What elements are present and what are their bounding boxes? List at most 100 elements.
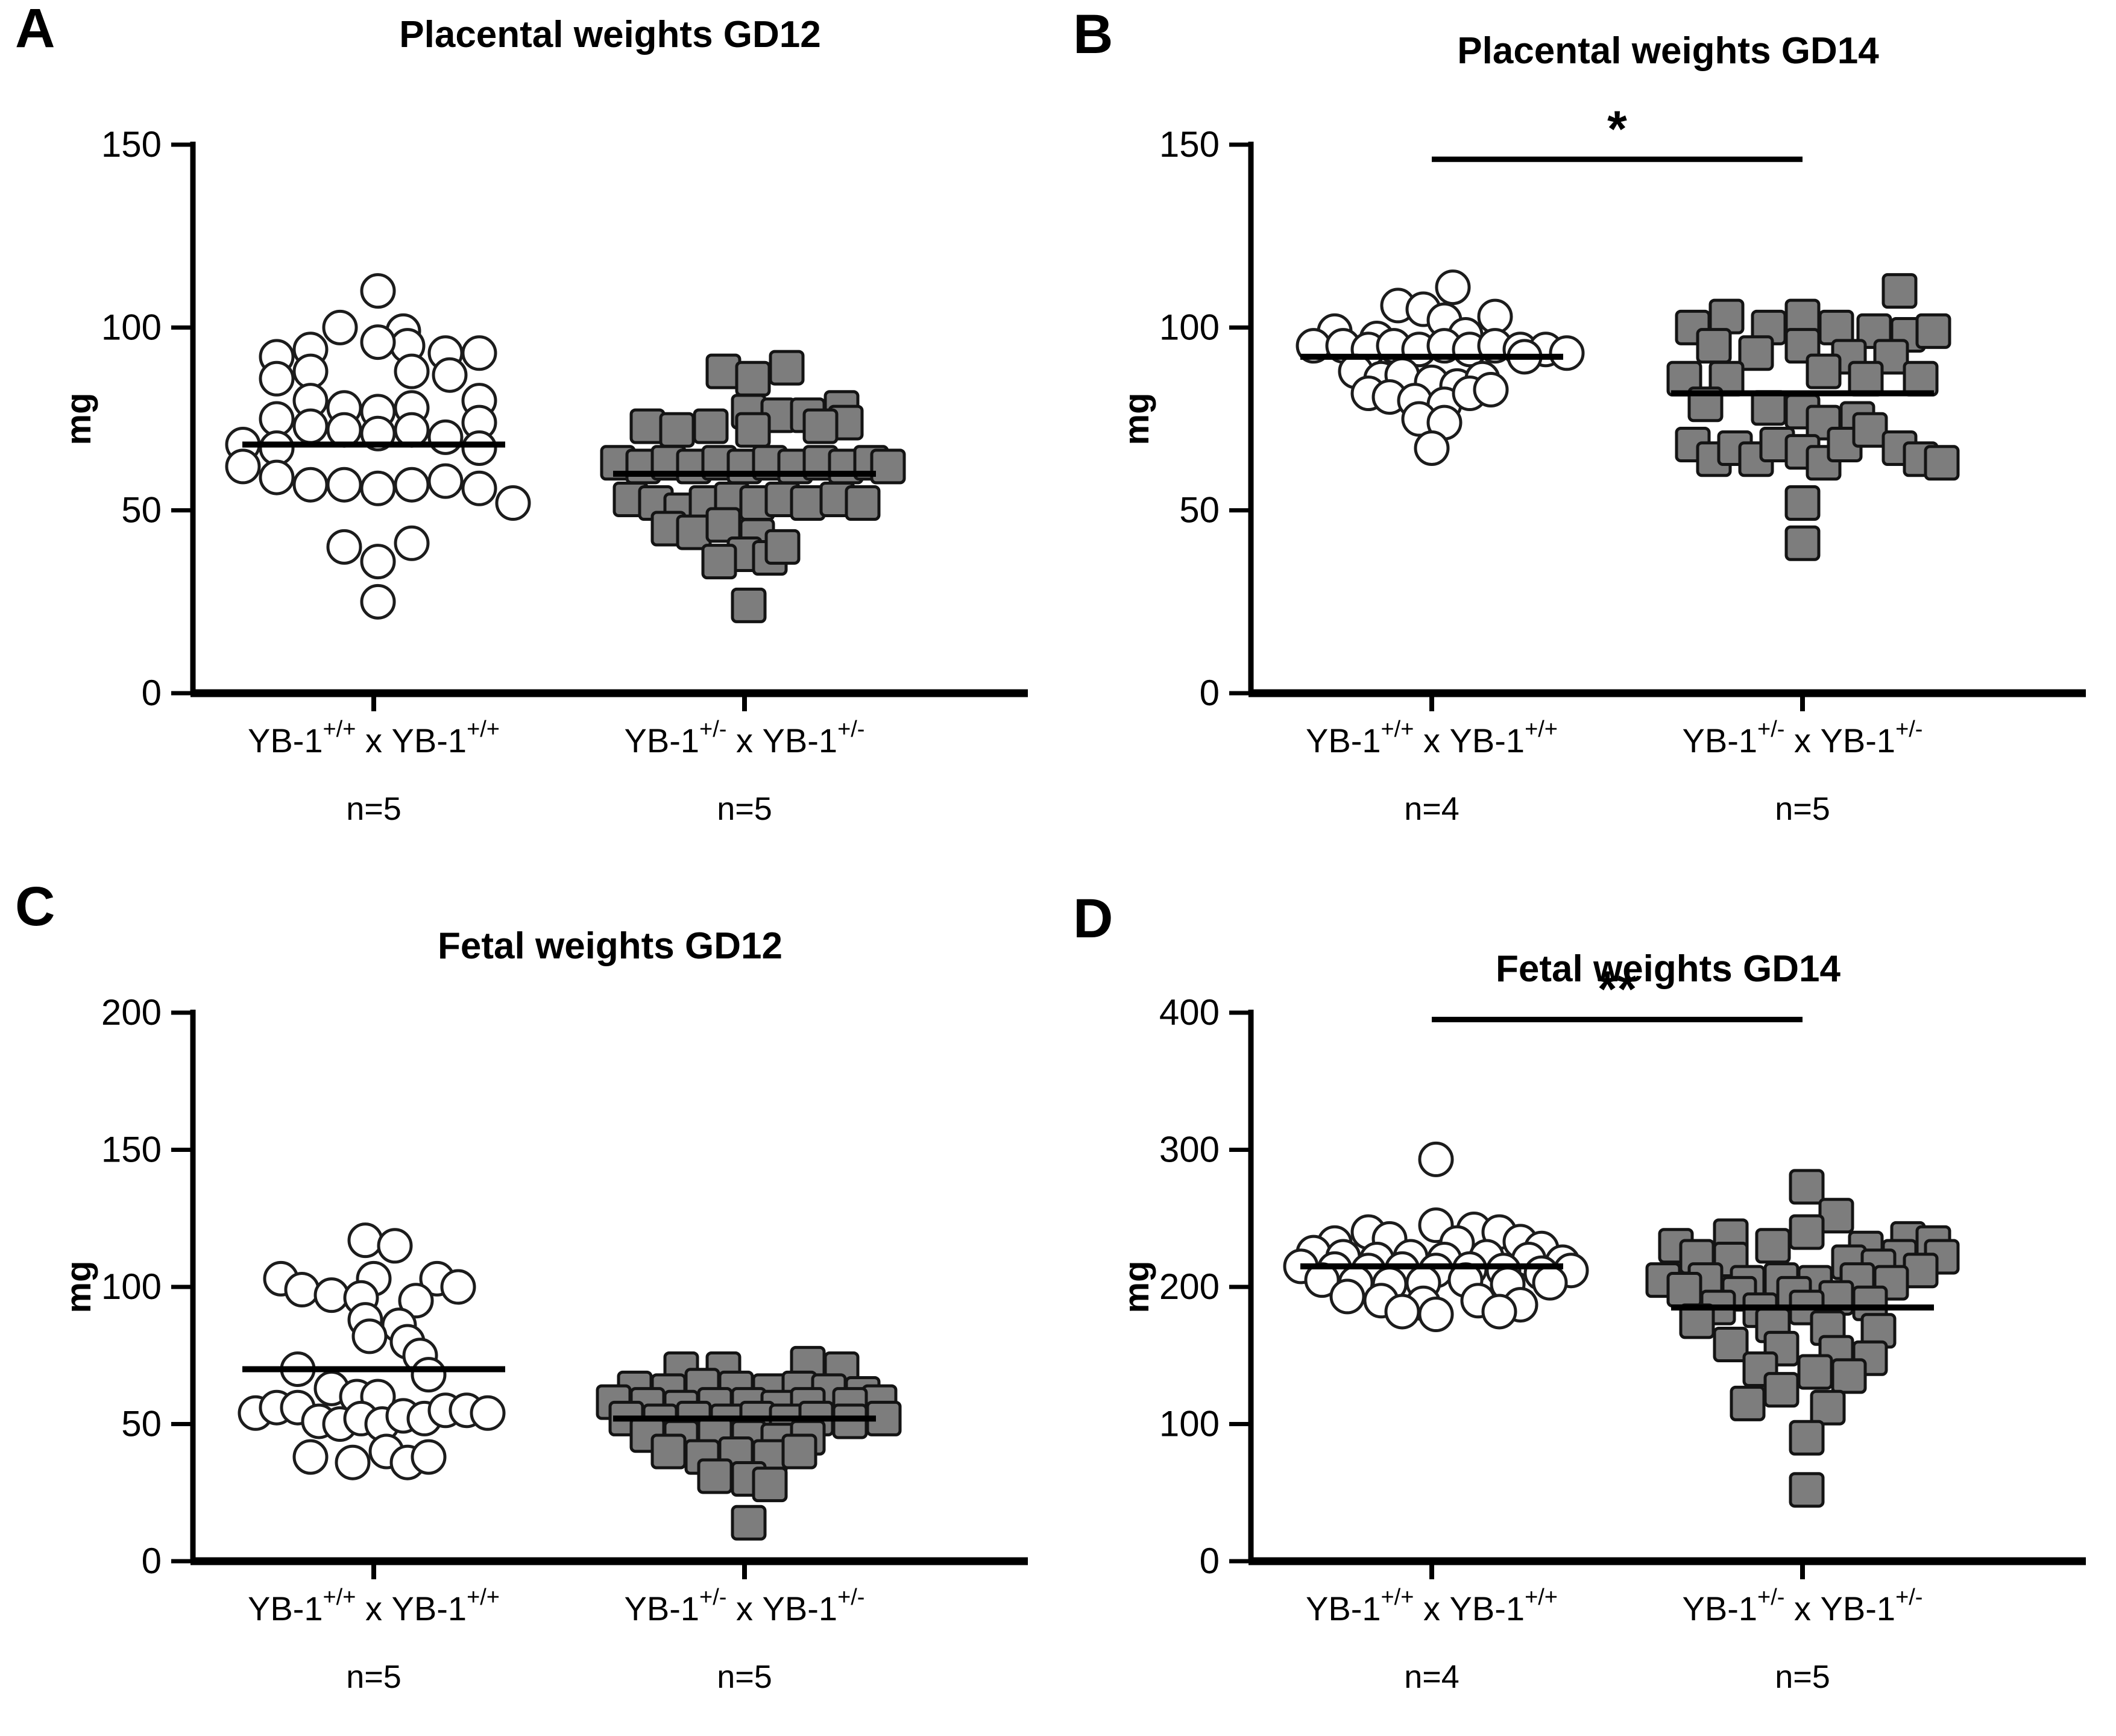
n-label: n=5 (1775, 791, 1830, 827)
data-point-circle (292, 353, 329, 389)
data-point-square (1713, 1327, 1749, 1363)
y-tick-label: 0 (1200, 673, 1220, 713)
data-point-circle (461, 335, 497, 371)
data-point-square (1818, 1198, 1854, 1234)
x-group-label: YB-1+/- x YB-1+/- (1683, 1585, 1923, 1628)
panel-D-chart: D Fetal weights GD14 mg 0 100 200 300 400 YB-1+/… (1073, 888, 2086, 1695)
data-point-circle (394, 353, 430, 389)
data-point-square (1797, 1354, 1833, 1390)
data-point-square (1818, 309, 1854, 345)
data-point-square (752, 1467, 788, 1503)
x-group-label: YB-1+/- x YB-1+/- (625, 717, 865, 760)
data-point-square (705, 507, 742, 543)
y-tick-label: 150 (1159, 124, 1220, 165)
panel-A: A Placental weights GD12 mg 0 50 100 150 YB-1+/… (0, 0, 1058, 868)
y-tick-label: 50 (121, 1404, 162, 1444)
data-point-square (1784, 525, 1821, 561)
data-point-square (1738, 335, 1774, 371)
data-point-circle (470, 1395, 506, 1431)
panel-letter: C (15, 876, 55, 937)
data-point-circle (259, 430, 295, 467)
data-point-circle (1532, 1265, 1568, 1301)
data-point-circle (427, 463, 464, 499)
data-point-circle (1418, 1141, 1454, 1177)
data-point-square (735, 412, 771, 448)
y-axis-label: mg (59, 1261, 98, 1313)
data-point-circle (225, 448, 261, 485)
data-point-circle (1549, 335, 1585, 371)
data-point-circle (398, 1283, 434, 1319)
y-tick-label: 50 (1179, 490, 1220, 530)
data-point-square (764, 529, 801, 565)
data-point-square (1730, 1385, 1766, 1421)
data-point-circle (259, 459, 295, 495)
data-point-square (1903, 360, 1939, 397)
data-point-square (1848, 360, 1884, 397)
data-point-circle (1435, 269, 1471, 306)
data-point-square (1789, 1214, 1825, 1250)
data-point-square (781, 1433, 817, 1470)
data-point-square (1915, 313, 1951, 349)
data-point-circle (377, 1228, 413, 1264)
y-tick-label: 50 (121, 490, 162, 530)
data-point-square (731, 587, 767, 623)
data-point-square (1852, 412, 1888, 448)
y-axis-label: mg (59, 393, 98, 445)
data-point-circle (292, 408, 329, 444)
data-point-circle (259, 360, 295, 397)
data-point-square (1784, 485, 1821, 521)
y-tick-label: 150 (101, 1130, 162, 1170)
data-point-circle (292, 1439, 329, 1475)
data-point-circle (394, 525, 430, 561)
data-point-circle (292, 467, 329, 503)
y-tick-label: 400 (1159, 992, 1220, 1033)
y-tick-label: 0 (142, 673, 162, 713)
data-point-square (1789, 1420, 1825, 1456)
data-point-circle (313, 1277, 350, 1313)
y-axis-label: mg (1117, 393, 1156, 445)
significance-asterisk: * (1607, 100, 1627, 157)
data-point-circle (326, 529, 362, 565)
data-point-square (845, 485, 881, 521)
data-point-circle (1477, 298, 1513, 335)
data-point-circle (347, 1222, 383, 1259)
data-point-circle (351, 1318, 388, 1354)
chart-title: Fetal weights GD14 (1496, 948, 1840, 990)
data-point-circle (1414, 430, 1450, 467)
significance-asterisk: ** (1598, 960, 1637, 1017)
y-tick-label: 150 (101, 124, 162, 165)
data-point-circle (394, 412, 430, 448)
data-point-circle (1329, 1278, 1365, 1315)
data-point-circle (495, 485, 531, 521)
y-tick-label: 300 (1159, 1130, 1220, 1170)
n-label: n=5 (346, 1659, 401, 1695)
y-tick-label: 100 (101, 307, 162, 347)
n-label: n=4 (1404, 791, 1459, 827)
data-point-square (769, 350, 805, 386)
data-point-circle (360, 544, 396, 580)
y-tick-label: 200 (1159, 1266, 1220, 1307)
panel-D: D Fetal weights GD14 mg 0 100 200 300 400 YB-1+/… (1058, 868, 2116, 1736)
data-point-square (802, 408, 839, 444)
n-label: n=5 (1775, 1659, 1830, 1695)
data-point-circle (360, 583, 396, 620)
panel-B: B Placental weights GD14 mg 0 50 100 150 YB-1+/… (1058, 0, 2116, 868)
x-group-label: YB-1+/+ x YB-1+/+ (1306, 717, 1558, 760)
data-point-square (1751, 390, 1787, 426)
n-label: n=5 (346, 791, 401, 827)
x-group-label: YB-1+/+ x YB-1+/+ (248, 1585, 500, 1628)
data-point-circle (360, 470, 396, 506)
data-point-square (1881, 273, 1918, 309)
data-point-circle (411, 1439, 447, 1475)
data-point-square (705, 353, 742, 389)
data-point-circle (360, 273, 396, 309)
data-point-circle (326, 412, 362, 448)
data-point-square (701, 544, 737, 580)
data-point-square (650, 1433, 687, 1470)
data-point-square (735, 360, 771, 397)
data-point-square (1810, 1389, 1846, 1426)
data-point-square (1708, 298, 1745, 335)
y-axis-label: mg (1117, 1261, 1156, 1313)
panel-B-chart: B Placental weights GD14 mg 0 50 100 150 YB-1+/… (1073, 4, 2086, 827)
